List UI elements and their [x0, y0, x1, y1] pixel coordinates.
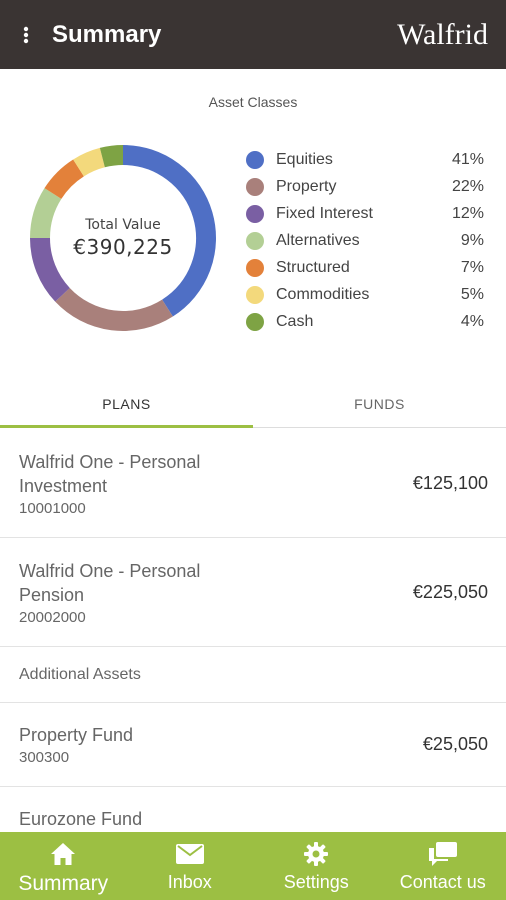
asset-row[interactable]: Property Fund 300300 €25,050 [0, 703, 506, 787]
mail-icon [175, 840, 205, 868]
legend-item: Cash 4% [246, 308, 484, 335]
donut-slice-property [55, 287, 173, 331]
legend-swatch [246, 258, 264, 277]
nav-label: Inbox [167, 872, 212, 892]
nav-summary[interactable]: Summary [0, 832, 127, 900]
asset-amount: €25,050 [422, 734, 488, 754]
legend-percent: 7% [460, 258, 484, 276]
plan-row[interactable]: Walfrid One - Personal Investment 100010… [0, 429, 506, 538]
brand-logo: Walfrid [397, 18, 488, 51]
asset-name: Eurozone Fund [19, 809, 143, 829]
asset-legend: Equities 41% Property 22% Fixed Interest… [246, 146, 484, 335]
legend-label: Commodities [276, 285, 370, 303]
gear-icon [303, 840, 329, 868]
legend-percent: 12% [451, 204, 484, 222]
plan-name: Walfrid One - Personal Investment [19, 451, 201, 496]
plan-amount: €125,100 [412, 472, 488, 493]
vertical-dots-icon[interactable] [8, 0, 44, 69]
donut-center: Total Value €390,225 [28, 143, 218, 333]
donut-slice-commodities [73, 147, 106, 177]
nav-label: Summary [18, 872, 109, 895]
legend-percent: 22% [451, 177, 484, 195]
total-value: €390,225 [73, 235, 173, 259]
page-title: Summary [52, 20, 162, 48]
legend-item: Equities 41% [246, 146, 484, 173]
legend-item: Structured 7% [246, 254, 484, 281]
legend-swatch [246, 150, 264, 169]
app-header: Summary Walfrid [0, 0, 506, 69]
additional-assets-heading: Additional Assets [0, 647, 506, 703]
legend-percent: 4% [460, 312, 484, 330]
plan-row[interactable]: Walfrid One - Personal Pension 20002000 … [0, 538, 506, 647]
legend-percent: 9% [460, 231, 484, 249]
legend-label: Alternatives [276, 231, 360, 249]
donut-slice-equities [122, 145, 216, 317]
tab-funds[interactable]: FUNDS [354, 395, 405, 412]
legend-label: Cash [276, 312, 314, 330]
nav-settings[interactable]: Settings [253, 832, 380, 900]
legend-swatch [246, 177, 264, 196]
nav-inbox[interactable]: Inbox [127, 832, 254, 900]
legend-item: Fixed Interest 12% [246, 200, 484, 227]
chat-icon [428, 840, 458, 868]
legend-percent: 41% [451, 150, 484, 168]
donut-slice-alternatives [30, 188, 62, 239]
legend-label: Equities [276, 150, 333, 168]
legend-swatch [246, 312, 264, 331]
legend-percent: 5% [460, 285, 484, 303]
legend-item: Property 22% [246, 173, 484, 200]
asset-name: Property Fund [19, 725, 134, 745]
plan-account-number: 20002000 [19, 608, 86, 626]
legend-item: Alternatives 9% [246, 227, 484, 254]
total-value-label: Total Value [85, 217, 161, 233]
plans-funds-tabs: PLANS FUNDS [0, 380, 506, 428]
asset-donut-chart [30, 145, 216, 331]
asset-classes-heading: Asset Classes [208, 94, 298, 110]
plan-account-number: 10001000 [19, 499, 86, 517]
nav-label: Contact us [399, 872, 486, 892]
plans-list: Walfrid One - Personal Investment 100010… [0, 429, 506, 847]
legend-swatch [246, 285, 264, 304]
legend-swatch [246, 204, 264, 223]
legend-label: Structured [276, 258, 350, 276]
tab-plans[interactable]: PLANS [0, 380, 253, 428]
donut-slice-structured [44, 159, 85, 200]
asset-account-number: 300300 [19, 749, 70, 766]
plan-name: Walfrid One - Personal Pension [19, 560, 201, 605]
donut-slice-fixed-interest [30, 237, 71, 302]
legend-swatch [246, 231, 264, 250]
plan-amount: €225,050 [412, 581, 488, 602]
legend-label: Fixed Interest [276, 204, 373, 222]
legend-item: Commodities 5% [246, 281, 484, 308]
legend-label: Property [276, 177, 337, 195]
donut-slice-cash [99, 145, 124, 168]
nav-contact-us[interactable]: Contact us [380, 832, 506, 900]
bottom-navigation: Summary Inbox [0, 832, 506, 900]
home-icon [50, 840, 76, 868]
nav-label: Settings [283, 872, 349, 892]
